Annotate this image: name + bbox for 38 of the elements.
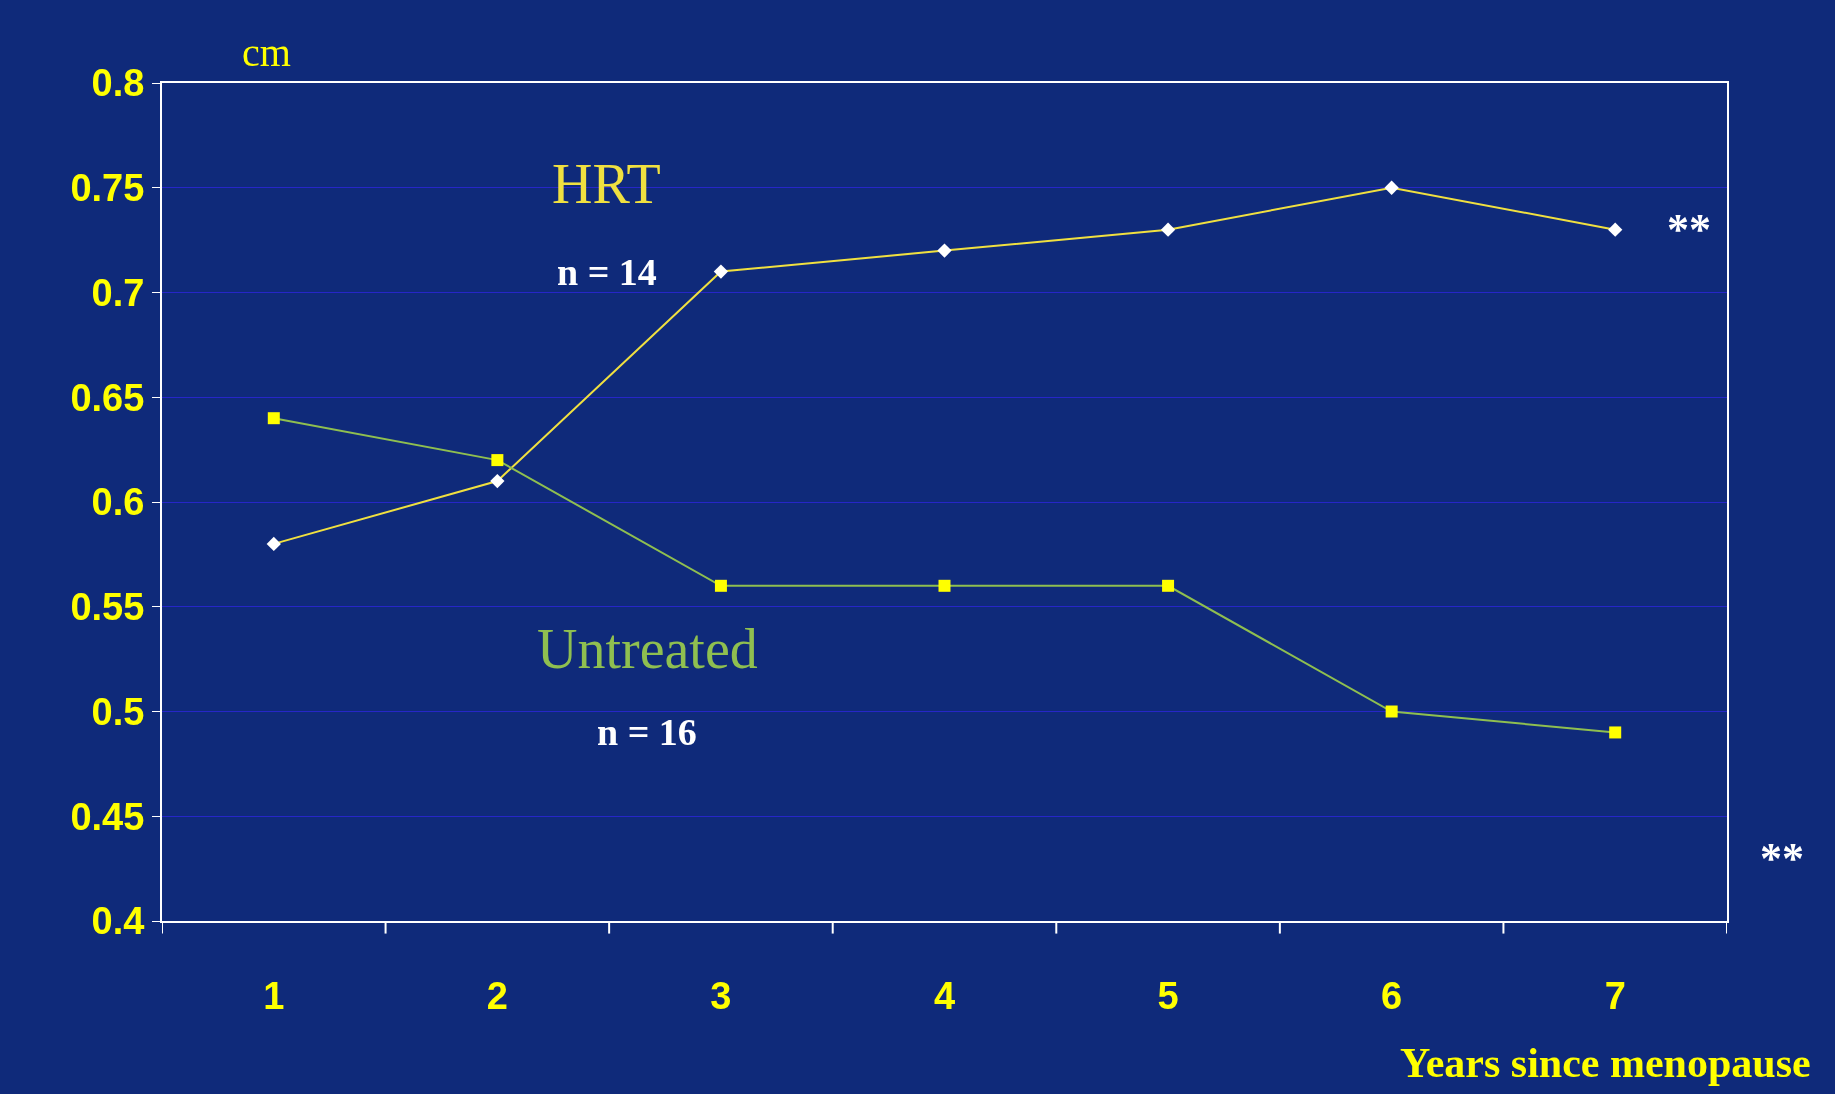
point xyxy=(1609,726,1622,739)
y-tick-label: 0.8 xyxy=(91,62,145,105)
y-tick-label: 0.5 xyxy=(91,690,145,733)
point xyxy=(490,473,505,489)
x-tick-label: 2 xyxy=(486,974,508,1017)
point xyxy=(1385,705,1398,718)
point xyxy=(1384,180,1399,195)
y-tick-label: 0.65 xyxy=(70,376,145,419)
point xyxy=(937,243,952,258)
y-tick-label: 0.75 xyxy=(70,167,145,210)
series-label: HRT xyxy=(552,153,661,215)
y-tick-label: 0.45 xyxy=(70,795,145,838)
point xyxy=(491,454,504,467)
x-tick-label: 7 xyxy=(1604,974,1626,1017)
point xyxy=(938,579,951,592)
y-tick-label: 0.55 xyxy=(70,586,145,629)
text: ** xyxy=(1760,834,1804,883)
annotation: n = 14 xyxy=(557,251,657,293)
x-tick-label: 1 xyxy=(263,974,285,1017)
x-tick-label: 3 xyxy=(710,974,732,1017)
x-tick-label: 5 xyxy=(1157,974,1179,1017)
point xyxy=(713,264,729,279)
point xyxy=(267,412,280,425)
x-axis-title: Years since menopause xyxy=(1400,1040,1811,1086)
point xyxy=(1608,222,1623,237)
y-tick-label: 0.7 xyxy=(91,271,145,314)
y-tick-label: 0.4 xyxy=(91,900,145,943)
point xyxy=(266,536,281,552)
point xyxy=(714,579,727,592)
x-tick-label: 4 xyxy=(933,974,956,1017)
annotation: n = 16 xyxy=(597,711,697,753)
series-label: Untreated xyxy=(537,618,758,680)
y-axis-title: cm xyxy=(242,30,291,75)
annotation: ** xyxy=(1667,205,1711,254)
x-tick-label: 6 xyxy=(1381,974,1403,1017)
point xyxy=(1162,579,1175,592)
point xyxy=(1160,222,1176,237)
y-tick-label: 0.6 xyxy=(91,481,145,524)
